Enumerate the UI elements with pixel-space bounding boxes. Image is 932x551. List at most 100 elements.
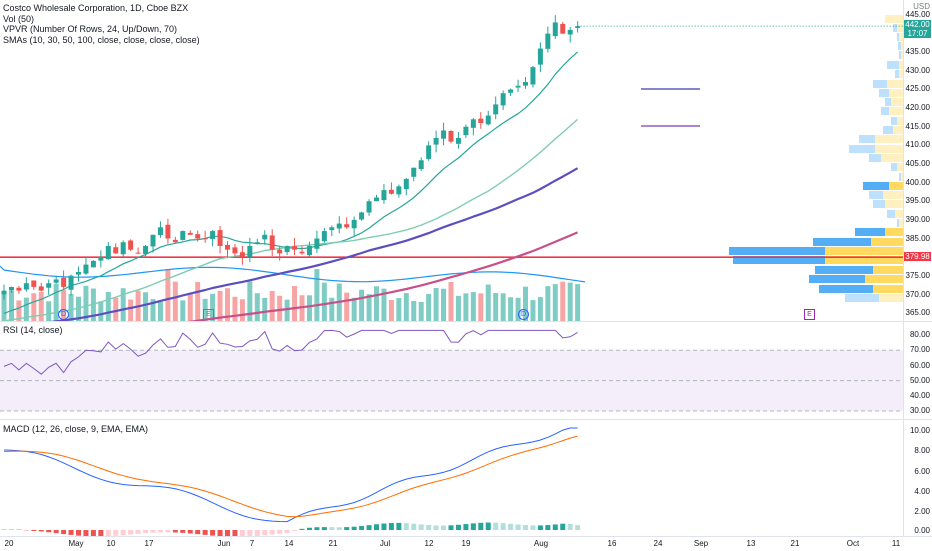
time-tick: Aug	[533, 539, 549, 548]
macd-histogram-bar	[277, 530, 283, 534]
volume-bar	[388, 300, 394, 321]
vpvr-up-bar	[895, 70, 899, 78]
candle-body	[269, 235, 275, 250]
volume-bar	[53, 283, 59, 321]
vpvr-up-bar	[815, 266, 873, 274]
macd-histogram-bar	[567, 523, 573, 530]
macd-histogram-bar	[500, 523, 506, 530]
volume-bar	[61, 290, 67, 321]
rsi-axis[interactable]: 80.00 70.00 60.00 50.00 40.00 30.00	[903, 322, 932, 419]
vpvr-up-bar	[849, 145, 875, 153]
rsi-tick: 30.00	[909, 406, 930, 415]
candle-body	[552, 22, 558, 37]
price-axis[interactable]: USD 445.00 435.00 430.00 425.00 420.00 4…	[903, 0, 932, 321]
macd-histogram-bar	[187, 530, 193, 534]
vpvr-down-bar	[865, 275, 903, 283]
time-tick: May	[68, 539, 84, 548]
candle-body	[523, 82, 528, 86]
candle-body	[478, 118, 484, 124]
vpvr-down-bar	[875, 135, 903, 143]
volume-bar	[508, 297, 514, 321]
candle-body	[433, 137, 439, 145]
macd-histogram-bar	[217, 530, 223, 536]
time-tick: 7	[249, 539, 255, 548]
rsi-tick: 50.00	[909, 376, 930, 385]
macd-tick: 2.00	[914, 507, 930, 516]
sma-10-line	[3, 51, 579, 314]
vpvr-down-bar	[879, 294, 903, 302]
macd-tick: 8.00	[914, 446, 930, 455]
price-chart-svg[interactable]	[0, 0, 903, 321]
vpvr-down-bar	[825, 256, 903, 264]
pane-separator[interactable]	[0, 419, 932, 420]
macd-histogram-bar	[262, 530, 268, 536]
time-tick: 21	[790, 539, 800, 548]
candle-body	[31, 280, 37, 287]
volume-bar	[366, 294, 372, 321]
volume-bar	[500, 293, 506, 321]
macd-histogram-bar	[16, 529, 22, 530]
volume-bar	[426, 293, 432, 321]
macd-histogram-bar	[403, 523, 409, 530]
earnings-marker[interactable]: E	[203, 309, 214, 320]
candle-body	[61, 277, 67, 287]
dividend-marker-2[interactable]: D	[518, 309, 529, 320]
volume-bar	[269, 290, 275, 321]
candle-body	[105, 245, 111, 260]
macd-histogram-bar	[433, 525, 439, 530]
rsi-chart-svg[interactable]	[0, 322, 903, 419]
earnings-marker-future[interactable]: E	[804, 309, 815, 320]
macd-label[interactable]: MACD (12, 26, close, 9, EMA, EMA)	[3, 424, 149, 434]
candle-body	[143, 245, 149, 254]
candle-body	[180, 231, 186, 240]
macd-histogram-bar	[202, 530, 208, 535]
macd-chart-svg[interactable]	[0, 420, 903, 536]
macd-histogram-bar	[485, 522, 491, 530]
candle-body	[292, 246, 298, 250]
volume-bar	[1, 292, 7, 321]
sma-indicator-label[interactable]: SMAs (10, 30, 50, 100, close, close, clo…	[3, 34, 200, 45]
volume-indicator-label[interactable]: Vol (50)	[3, 13, 35, 24]
volume-bar	[359, 289, 365, 321]
volume-bar	[225, 288, 230, 321]
candle-body	[314, 238, 320, 249]
volume-bar	[523, 286, 528, 321]
volume-bar	[530, 300, 536, 321]
volume-bar	[575, 284, 581, 321]
macd-histogram-bar	[359, 526, 365, 530]
macd-histogram-bar	[493, 522, 499, 530]
volume-bar	[150, 299, 156, 321]
rsi-tick: 80.00	[909, 330, 930, 339]
vpvr-down-bar	[899, 33, 903, 41]
rsi-pane[interactable]: RSI (14, close)	[0, 322, 903, 419]
macd-histogram-bar	[418, 524, 424, 530]
volume-bar	[485, 284, 491, 321]
price-chart-pane[interactable]: Costco Wholesale Corporation, 1D, Cboe B…	[0, 0, 903, 321]
macd-histogram-bar	[560, 523, 566, 530]
macd-histogram-bar	[195, 530, 201, 535]
time-tick: 24	[653, 539, 663, 548]
vpvr-up-bar	[873, 200, 885, 208]
rsi-label[interactable]: RSI (14, close)	[3, 325, 63, 335]
currency-label: USD	[913, 2, 930, 11]
vpvr-indicator-label[interactable]: VPVR (Number Of Rows, 24, Up/Down, 70)	[3, 24, 178, 34]
macd-histogram-bar	[38, 530, 44, 532]
candle-body	[500, 93, 506, 106]
symbol-title[interactable]: Costco Wholesale Corporation, 1D, Cboe B…	[3, 3, 189, 13]
pane-separator[interactable]	[0, 321, 932, 322]
candle-body	[98, 257, 104, 261]
macd-histogram-bar	[381, 523, 387, 530]
macd-axis[interactable]: 10.00 8.00 6.00 4.00 2.00 0.00	[903, 420, 932, 536]
candle-body	[262, 234, 268, 240]
macd-histogram-bar	[426, 525, 432, 530]
candle-body	[485, 115, 491, 125]
candle-body	[284, 245, 290, 253]
dividend-marker[interactable]: D	[58, 309, 69, 320]
vpvr-up-bar	[887, 61, 899, 69]
vpvr-down-bar	[895, 210, 903, 218]
vpvr-down-bar	[889, 182, 903, 190]
time-axis[interactable]: 20 May 10 17 Jun 7 14 21 Jul 12 19 Aug 1…	[0, 536, 932, 551]
macd-histogram-bar	[113, 530, 119, 536]
macd-pane[interactable]: MACD (12, 26, close, 9, EMA, EMA)	[0, 420, 903, 536]
sma-50-line	[49, 167, 579, 321]
